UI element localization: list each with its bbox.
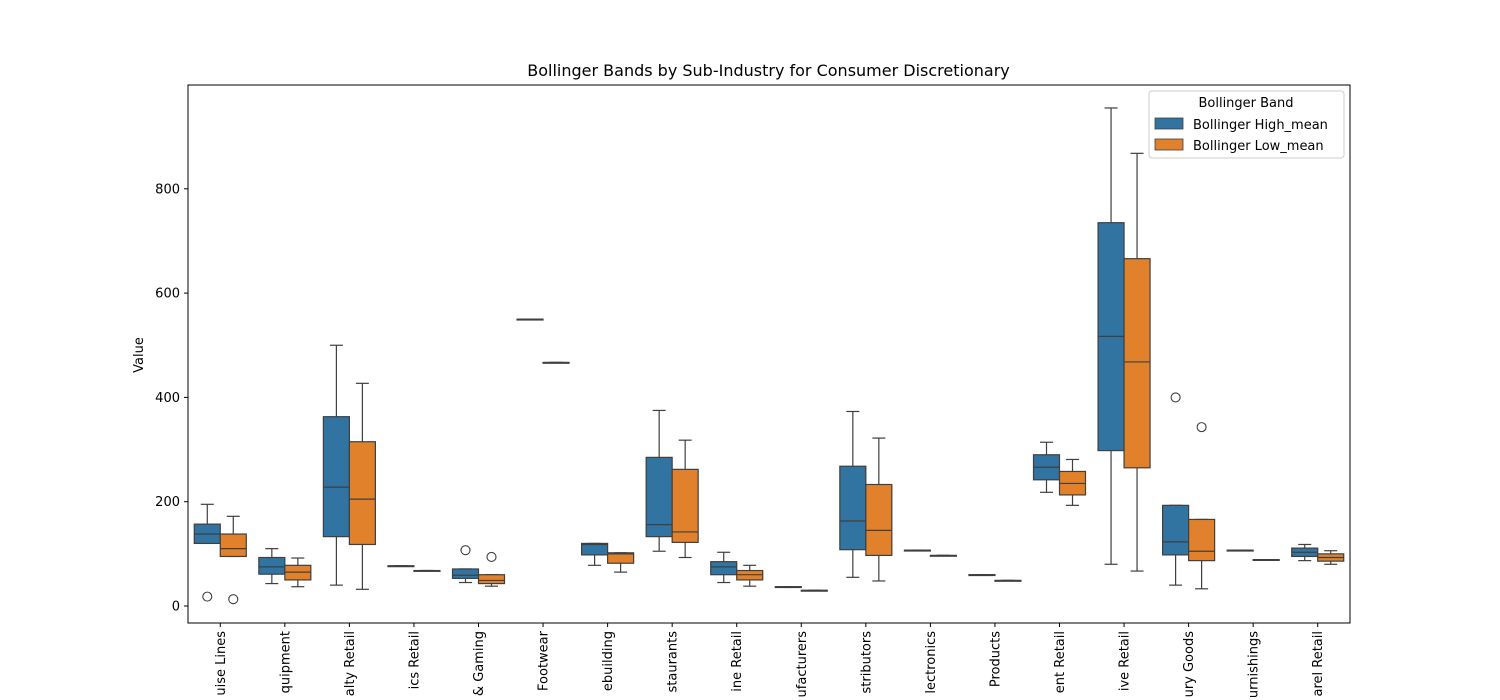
x-tick-label: ics Retail [407, 631, 422, 689]
box-low-9 [800, 589, 828, 592]
outlier-point [202, 591, 213, 602]
x-tick-label: ury Goods [1182, 631, 1197, 698]
iqr-box [1123, 258, 1151, 469]
box-high-7 [645, 409, 673, 552]
box-low-2 [348, 382, 376, 590]
box-low-8 [736, 564, 764, 587]
plot-area-frame [187, 84, 1351, 624]
iqr-box [645, 456, 673, 538]
x-tick-label: Footwear [537, 630, 552, 691]
x-tick-label: ive Retail [1118, 631, 1133, 691]
box-high-13 [1032, 441, 1061, 493]
y-tick-label: 800 [155, 182, 180, 197]
legend-swatch-low [1154, 138, 1184, 151]
box-low-10 [865, 437, 893, 582]
box-low-4 [477, 551, 506, 587]
outlier-point [228, 594, 239, 605]
x-tick-label: stributors [859, 631, 874, 694]
x-tick-label: staurants [666, 631, 681, 693]
y-tick-label: 0 [172, 600, 180, 615]
box-high-5 [516, 318, 544, 321]
box-high-6 [581, 542, 609, 566]
y-axis-label: Value [132, 337, 147, 373]
legend-title: Bollinger Band [1198, 96, 1293, 111]
iqr-box [348, 441, 376, 546]
box-low-1 [284, 557, 312, 588]
box-high-11 [903, 549, 931, 552]
box-low-12 [994, 579, 1022, 582]
x-tick-label: Products [988, 631, 1003, 687]
box-high-3 [387, 565, 415, 568]
box-high-1 [258, 548, 286, 585]
x-tick-label: lectronics [924, 631, 939, 694]
iqr-box [607, 552, 635, 564]
x-tick-label: arel Retail [1311, 631, 1326, 697]
iqr-box [477, 574, 506, 585]
outlier-point [486, 551, 497, 563]
box-high-0 [193, 503, 221, 602]
box-high-16 [1226, 549, 1254, 552]
iqr-box [258, 556, 286, 575]
box-high-15 [1162, 392, 1190, 586]
iqr-box [671, 468, 699, 543]
x-tick-label: ine Retail [730, 631, 745, 692]
x-tick-label: & Gaming [472, 631, 487, 696]
box-high-14 [1097, 107, 1125, 565]
iqr-box [219, 533, 247, 558]
box-high-9 [774, 586, 802, 589]
iqr-box [710, 561, 738, 576]
box-high-8 [710, 551, 738, 584]
x-tick-label: ebuilding [601, 631, 616, 691]
x-tick-label: uise Lines [214, 631, 229, 696]
box-low-15 [1188, 422, 1216, 590]
box-low-3 [413, 569, 441, 572]
box-low-13 [1058, 458, 1087, 506]
x-tick-label: alty Retail [343, 631, 358, 696]
iqr-box [1188, 518, 1216, 562]
box-high-17 [1291, 543, 1319, 562]
outlier-point [1170, 392, 1181, 403]
outlier-point [460, 545, 471, 556]
x-axis-ticks: uise Lines quipment alty Retail ics Retail &… [214, 623, 1326, 698]
box-high-4 [451, 545, 480, 584]
iqr-box [839, 465, 867, 551]
iqr-box [865, 483, 893, 557]
x-tick-label: urnishings [1247, 631, 1262, 698]
y-axis-ticks: 0 200 400 600 800 [155, 182, 188, 615]
box-low-17 [1317, 550, 1345, 565]
y-tick-label: 200 [155, 495, 180, 510]
box-high-2 [322, 344, 350, 586]
legend-entry-low: Bollinger Low_mean [1193, 139, 1324, 154]
box-low-5 [542, 361, 570, 364]
y-tick-label: 400 [155, 391, 180, 406]
x-tick-label: quipment [278, 631, 293, 693]
x-tick-label: ent Retail [1053, 631, 1068, 693]
outlier-point [1196, 422, 1207, 433]
box-low-11 [929, 554, 957, 557]
legend-entry-high: Bollinger High_mean [1193, 118, 1328, 133]
box-low-7 [671, 439, 699, 559]
series-high [193, 107, 1319, 602]
chart-title: Bollinger Bands by Sub-Industry for Cons… [527, 61, 1009, 80]
iqr-box [1162, 504, 1190, 556]
series-low [219, 152, 1345, 605]
y-tick-label: 600 [155, 287, 180, 302]
box-low-14 [1123, 152, 1151, 572]
box-high-10 [839, 410, 867, 578]
iqr-box [451, 568, 480, 579]
box-low-16 [1252, 558, 1280, 561]
box-plot-series [193, 107, 1345, 605]
box-high-12 [968, 574, 996, 577]
legend-frame [1148, 90, 1345, 159]
box-low-0 [219, 515, 247, 605]
x-tick-label: ufacturers [795, 631, 810, 698]
iqr-box [581, 542, 609, 556]
legend: Bollinger Band Bollinger High_mean Bolli… [1148, 90, 1345, 159]
box-low-6 [607, 552, 635, 573]
iqr-box [322, 416, 350, 538]
legend-swatch-high [1154, 117, 1184, 130]
